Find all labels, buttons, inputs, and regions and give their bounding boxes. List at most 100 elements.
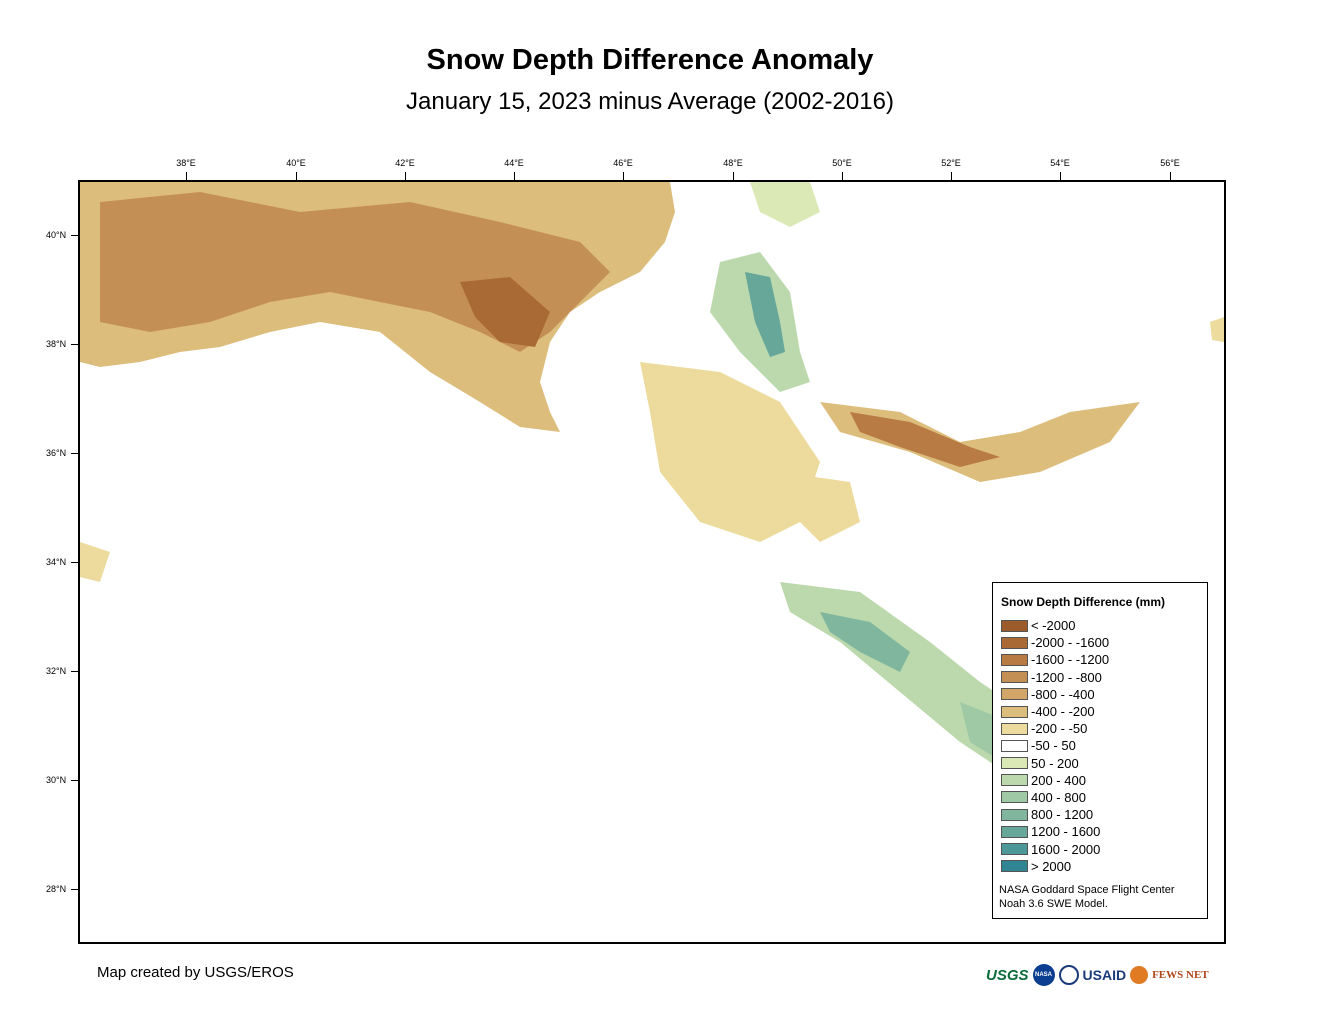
- lon-tick-label: 38°E: [176, 158, 196, 168]
- lon-tick-label: 52°E: [941, 158, 961, 168]
- legend-swatch: [1001, 791, 1028, 804]
- legend-item: 1600 - 2000: [1001, 840, 1109, 857]
- anomaly-region-kopet-dag-core: [850, 412, 1000, 467]
- legend-label: -1600 - -1200: [1031, 652, 1110, 668]
- legend-item: > 2000: [1001, 858, 1109, 875]
- anomaly-region-zagros-core: [820, 612, 910, 672]
- legend-swatch: [1001, 825, 1028, 838]
- legend-label: 1600 - 2000: [1031, 841, 1101, 857]
- lat-tick-label: 34°N: [46, 557, 67, 567]
- legend-item: < -2000: [1001, 617, 1109, 634]
- lat-tick-mark: [71, 344, 79, 345]
- lat-tick-mark: [71, 562, 79, 563]
- lat-tick-label: 40°N: [46, 230, 67, 240]
- legend-swatch: [1001, 860, 1028, 873]
- lon-tick-label: 42°E: [395, 158, 415, 168]
- legend-label: -400 - -200: [1031, 704, 1095, 720]
- fews-net-logo: FEWS NET: [1152, 969, 1209, 981]
- anomaly-region-kopet-dag: [820, 402, 1140, 482]
- legend-title: Snow Depth Difference (mm): [1001, 595, 1166, 609]
- map-legend: Snow Depth Difference (mm) < -2000 -2000 …: [992, 582, 1208, 919]
- legend-swatch: [1001, 774, 1028, 787]
- legend-item: -200 - -50: [1001, 720, 1109, 737]
- lon-tick-mark: [405, 172, 406, 180]
- lon-tick-mark: [1170, 172, 1171, 180]
- legend-label: -50 - 50: [1031, 738, 1076, 754]
- legend-swatch: [1001, 739, 1028, 752]
- lat-tick-label: 30°N: [46, 775, 67, 785]
- legend-swatch: [1001, 843, 1028, 856]
- lat-tick-label: 38°N: [46, 339, 67, 349]
- legend-label: -200 - -50: [1031, 721, 1088, 737]
- anomaly-region-central-iran: [640, 362, 820, 542]
- legend-credit-line: NASA Goddard Space Flight Center: [999, 884, 1175, 896]
- lat-tick-label: 28°N: [46, 884, 67, 894]
- legend-label: -800 - -400: [1031, 686, 1095, 702]
- lon-tick-mark: [1060, 172, 1061, 180]
- map-credit: Map created by USGS/EROS: [97, 964, 294, 981]
- legend-item: 800 - 1200: [1001, 806, 1109, 823]
- legend-item: -2000 - -1600: [1001, 634, 1109, 651]
- lon-tick-mark: [842, 172, 843, 180]
- legend-swatch: [1001, 653, 1028, 666]
- legend-swatch: [1001, 722, 1028, 735]
- anomaly-region-east-edge: [1210, 317, 1224, 342]
- lon-tick-mark: [733, 172, 734, 180]
- legend-label: 400 - 800: [1031, 789, 1086, 805]
- legend-item: -1600 - -1200: [1001, 651, 1109, 668]
- legend-item: 50 - 200: [1001, 755, 1109, 772]
- anomaly-region-east-iran: [780, 472, 860, 542]
- lon-tick-mark: [296, 172, 297, 180]
- legend-label: 200 - 400: [1031, 772, 1086, 788]
- legend-label: 800 - 1200: [1031, 807, 1094, 823]
- lon-tick-label: 40°E: [286, 158, 306, 168]
- anomaly-region-alborz-core: [745, 272, 785, 357]
- usaid-seal-icon: [1058, 965, 1079, 985]
- legend-swatch: [1001, 619, 1028, 632]
- logo-strip: USGS NASA USAID FEWS NET: [986, 962, 1228, 988]
- legend-item: -1200 - -800: [1001, 669, 1109, 686]
- legend-item: 200 - 400: [1001, 772, 1109, 789]
- legend-label: -1200 - -800: [1031, 669, 1102, 685]
- legend-item: -50 - 50: [1001, 737, 1109, 754]
- lat-tick-mark: [71, 780, 79, 781]
- lat-tick-mark: [71, 889, 79, 890]
- lat-tick-mark: [71, 453, 79, 454]
- legend-label: 1200 - 1600: [1031, 824, 1101, 840]
- legend-item: -400 - -200: [1001, 703, 1109, 720]
- legend-swatch: [1001, 671, 1028, 684]
- lon-tick-mark: [623, 172, 624, 180]
- map-subtitle: January 15, 2023 minus Average (2002-201…: [406, 88, 894, 115]
- legend-swatch: [1001, 688, 1028, 701]
- map-title: Snow Depth Difference Anomaly: [426, 44, 874, 76]
- lat-tick-label: 36°N: [46, 448, 67, 458]
- legend-swatch: [1001, 757, 1028, 770]
- nasa-logo: NASA: [1032, 964, 1055, 986]
- lon-tick-label: 56°E: [1160, 158, 1180, 168]
- legend-item: 400 - 800: [1001, 789, 1109, 806]
- lat-tick-mark: [71, 235, 79, 236]
- anomaly-region-west-spot: [80, 542, 110, 582]
- fews-net-seal-icon: [1130, 966, 1149, 984]
- lon-tick-label: 46°E: [613, 158, 633, 168]
- lon-tick-label: 48°E: [723, 158, 743, 168]
- legend-swatch: [1001, 636, 1028, 649]
- lon-tick-mark: [186, 172, 187, 180]
- legend-item: -800 - -400: [1001, 686, 1109, 703]
- lat-tick-label: 32°N: [46, 666, 67, 676]
- legend-label: > 2000: [1031, 858, 1072, 874]
- legend-credit-line: Noah 3.6 SWE Model.: [999, 898, 1108, 910]
- anomaly-region-core-deficit: [460, 277, 550, 347]
- legend-credit: NASA Goddard Space Flight Center Noah 3.…: [999, 883, 1174, 911]
- lon-tick-mark: [514, 172, 515, 180]
- anomaly-region-caspian-north: [750, 182, 820, 227]
- usgs-logo: USGS: [986, 966, 1029, 984]
- lon-tick-label: 50°E: [832, 158, 852, 168]
- lon-tick-label: 54°E: [1050, 158, 1070, 168]
- legend-items: < -2000 -2000 - -1600 -1600 - -1200 -1200 -…: [1001, 617, 1109, 875]
- lon-tick-mark: [951, 172, 952, 180]
- lon-tick-label: 44°E: [504, 158, 524, 168]
- legend-label: < -2000: [1031, 618, 1076, 634]
- legend-swatch: [1001, 705, 1028, 718]
- legend-item: 1200 - 1600: [1001, 823, 1109, 840]
